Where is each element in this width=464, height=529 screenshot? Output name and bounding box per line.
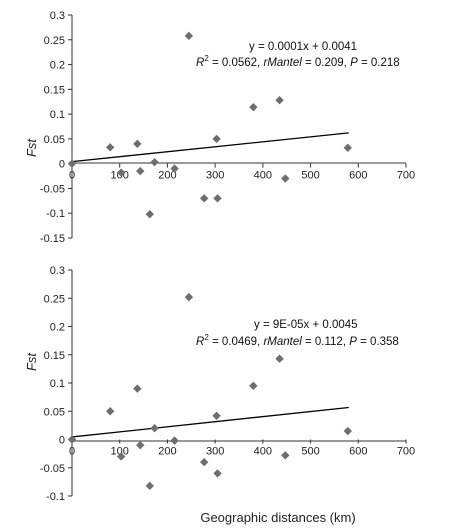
x-axis-label: Geographic distances (km): [200, 510, 355, 525]
data-point: [343, 143, 352, 153]
y-tick-label: 0.15: [44, 84, 65, 96]
y-tick-label: -0.05: [40, 463, 65, 475]
data-point: [150, 157, 159, 167]
trendline-top: [71, 132, 349, 163]
data-point: [150, 424, 159, 433]
x-tick-label: 700: [397, 446, 415, 458]
x-tick-label: 200: [158, 170, 176, 182]
r2-label-top: R: [196, 57, 204, 69]
data-point: [136, 440, 145, 450]
x-tick-label: 500: [301, 170, 319, 182]
y-axis-label-bottom: Fst: [24, 352, 39, 371]
data-point: [116, 452, 126, 461]
x-tick-label: 200: [158, 446, 176, 458]
x-tick-label: 700: [397, 170, 415, 182]
x-ticks-bottom: 0 100 200 300 400 500 600 700: [69, 439, 415, 458]
y-tick-label: -0.15: [40, 233, 65, 245]
y-tick-label: 0.25: [44, 35, 65, 47]
y-tick-label: -0.1: [46, 491, 65, 503]
data-point: [281, 174, 290, 183]
data-point: [136, 166, 145, 176]
x-tick-label: 600: [349, 446, 367, 458]
rmantel-label-top: rMantel: [263, 57, 302, 69]
y-tick-label: 0.25: [44, 293, 65, 305]
y-tick-label: 0.3: [50, 10, 65, 22]
y-tick-label: 0: [59, 159, 65, 171]
y-tick-label: 0.2: [50, 322, 65, 334]
y-tick-label: 0.05: [44, 406, 65, 418]
r2-label-bottom: R: [196, 336, 204, 348]
y-tick-label: -0.05: [40, 183, 65, 195]
y-axis-label-top: Fst: [24, 138, 39, 157]
data-point: [145, 210, 154, 219]
trendline-bottom: [71, 406, 349, 438]
x-tick-label: 600: [349, 170, 367, 182]
data-point: [212, 411, 221, 420]
p-value-bottom: = 0.358: [357, 336, 399, 348]
x-tick-label: 500: [301, 446, 319, 458]
regression-stats-top: R2 = 0.0562, rMantel = 0.209, P = 0.218: [196, 54, 400, 69]
y-tick-label: 0.3: [50, 265, 65, 277]
data-point: [249, 102, 258, 112]
y-tick-label: 0.2: [50, 60, 65, 72]
data-point: [275, 96, 284, 105]
x-tick-label: 100: [111, 446, 129, 458]
r2-sup-top: 2: [204, 54, 209, 63]
data-point: [133, 384, 142, 393]
data-point: [67, 159, 77, 168]
r2-value-bottom: = 0.0469,: [209, 336, 264, 348]
x-tick-label: 300: [206, 170, 224, 182]
r2-sup-bottom: 2: [204, 333, 209, 342]
data-point: [343, 426, 352, 436]
p-label-bottom: P: [349, 336, 357, 348]
data-point: [275, 354, 284, 363]
data-point: [133, 139, 142, 149]
regression-equation-bottom: y = 9E-05x + 0.0045: [254, 319, 358, 331]
x-tick-label: 300: [206, 446, 224, 458]
r2-value-top: = 0.0562,: [209, 57, 264, 69]
y-tick-label: 0.05: [44, 134, 65, 146]
data-point: [145, 481, 154, 491]
data-point: [170, 436, 179, 445]
y-tick-label: 0.1: [50, 378, 65, 390]
rmantel-label-bottom: rMantel: [263, 336, 302, 348]
data-point: [212, 134, 221, 144]
data-point: [116, 168, 126, 177]
y-tick-label: 0.15: [44, 350, 65, 362]
data-point: [170, 164, 179, 173]
data-point: [199, 194, 209, 203]
data-point: [105, 143, 115, 152]
y-ticks-top: -0.15 -0.1 -0.05 0 0.05 0.1 0.15 0.2 0.25 0.3: [40, 10, 72, 245]
rmantel-value-bottom: = 0.112,: [302, 336, 349, 348]
points-top: [67, 31, 352, 219]
data-point: [213, 194, 222, 203]
data-point: [249, 381, 258, 391]
p-label-top: P: [350, 57, 358, 69]
data-point: [184, 31, 194, 41]
p-value-top: = 0.218: [358, 57, 400, 69]
y-ticks-bottom: -0.1 -0.05 0 0.05 0.1 0.15 0.2 0.25 0.3: [40, 265, 72, 503]
rmantel-value-top: = 0.209,: [302, 57, 350, 69]
data-point: [281, 451, 290, 460]
y-tick-label: 0: [59, 435, 65, 447]
data-point: [105, 407, 115, 416]
regression-stats-bottom: R2 = 0.0469, rMantel = 0.112, P = 0.358: [196, 333, 399, 348]
x-tick-label: 400: [254, 170, 272, 182]
regression-equation-top: y = 0.0001x + 0.0041: [249, 41, 357, 53]
y-tick-label: -0.1: [46, 208, 65, 220]
y-tick-label: 0.1: [50, 109, 65, 121]
scatter-panel-bottom: -0.1 -0.05 0 0.05 0.1 0.15 0.2 0.25 0.3 0 100 200 3…: [24, 265, 415, 503]
data-point: [199, 457, 209, 467]
data-point: [184, 292, 194, 302]
data-point: [67, 435, 77, 444]
points-bottom: [67, 292, 352, 491]
data-point: [213, 469, 222, 478]
x-tick-label: 400: [254, 446, 272, 458]
